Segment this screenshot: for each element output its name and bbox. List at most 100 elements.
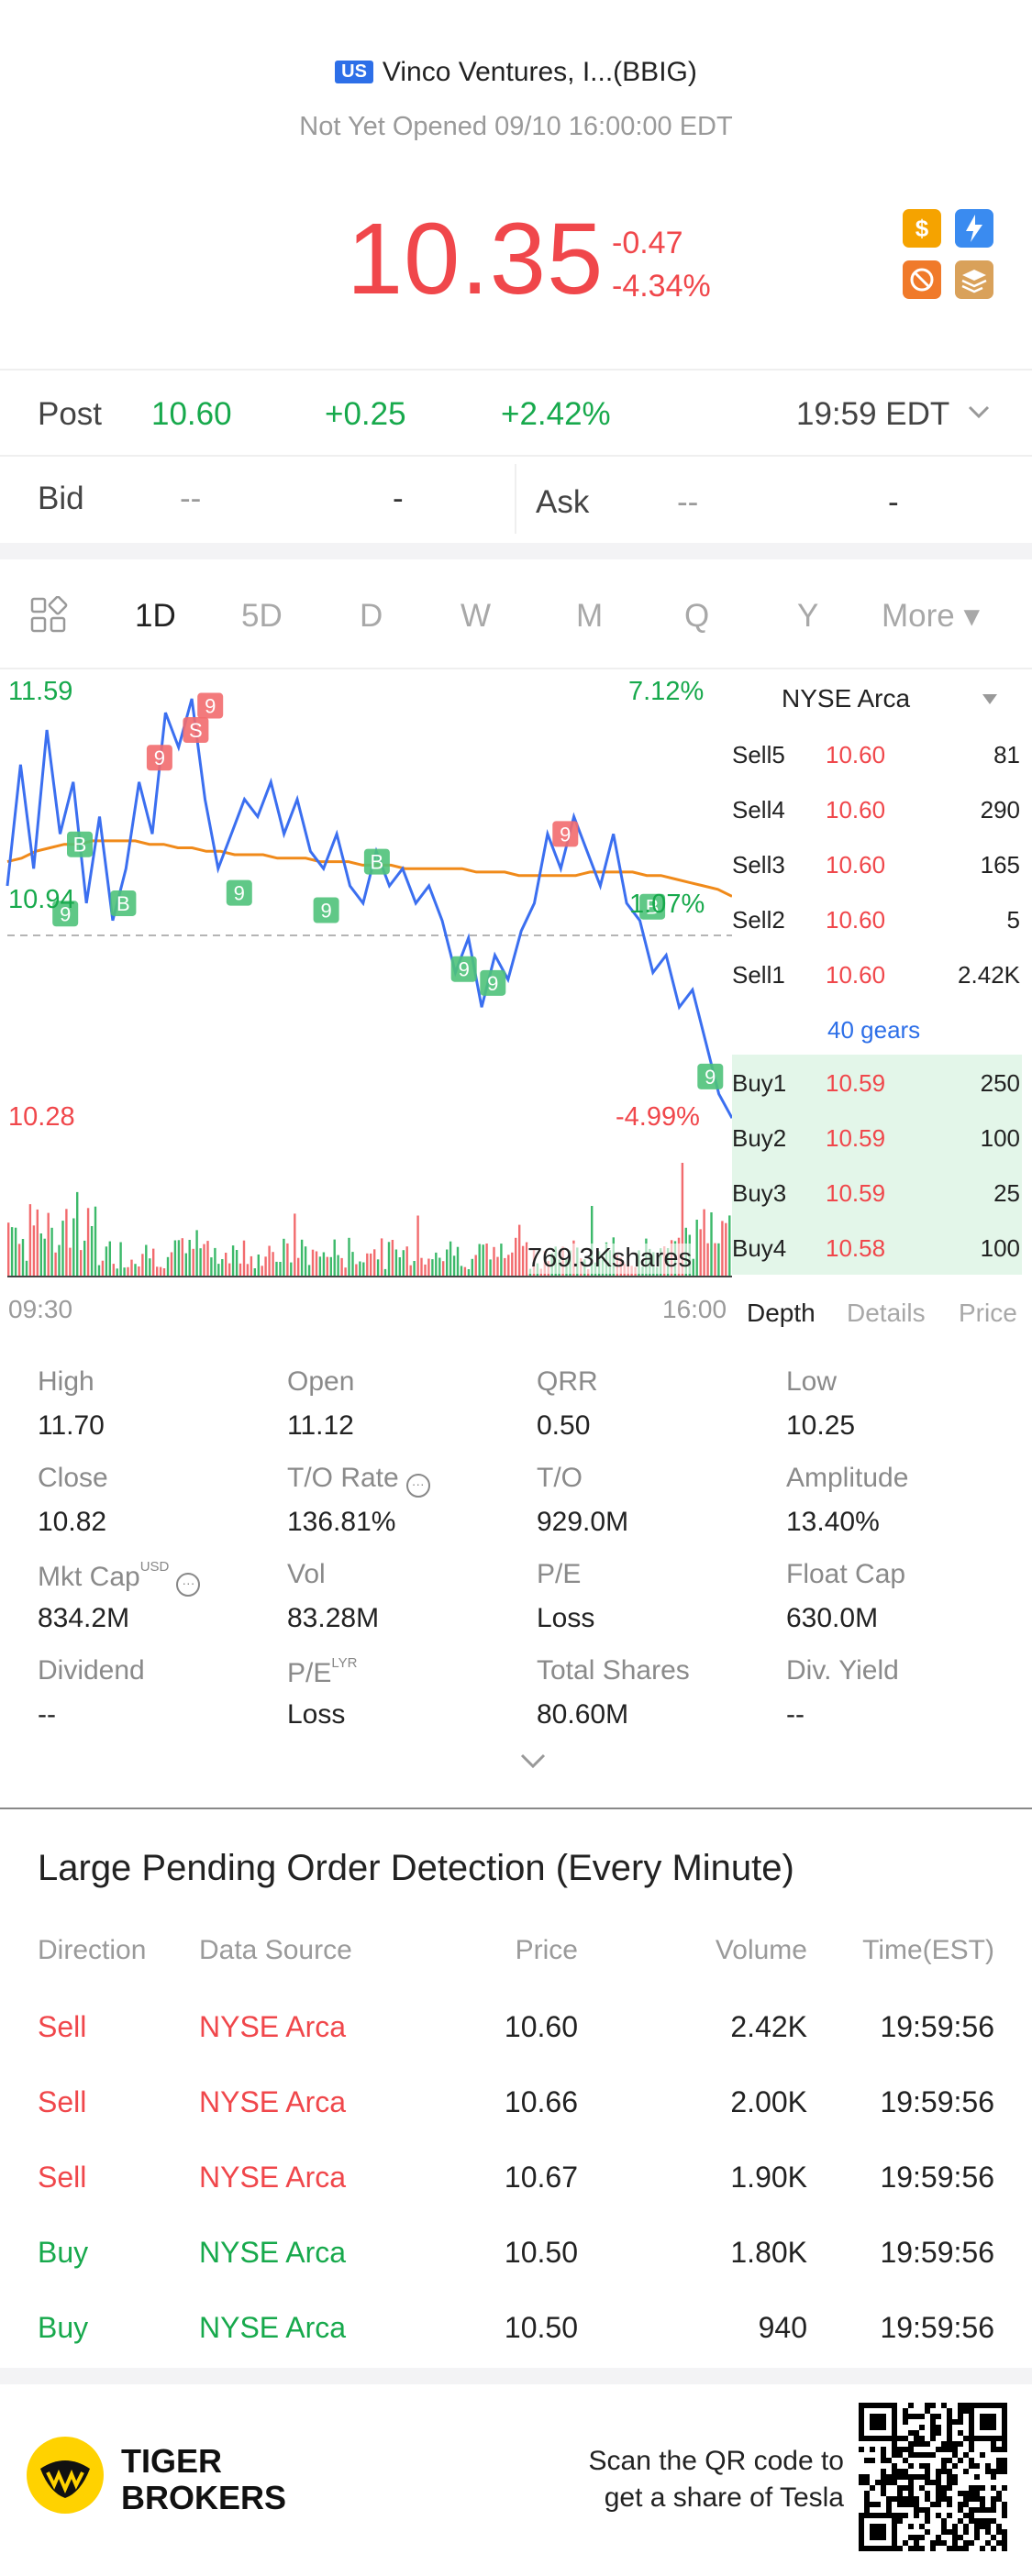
dollar-icon[interactable]: $: [903, 209, 941, 248]
stat-label: Amplitude: [786, 1463, 908, 1494]
tab-d[interactable]: D: [360, 598, 383, 634]
buy-signal-marker[interactable]: 9: [697, 1063, 724, 1089]
volume-bar: [717, 1243, 720, 1277]
chart-mid-pct: 1.07%: [629, 890, 705, 919]
stat-value: 10.25: [786, 1410, 856, 1441]
buy-signal-marker[interactable]: B: [67, 831, 93, 857]
order-book-sell-price: 10.60: [826, 906, 886, 934]
tab-y[interactable]: Y: [797, 598, 819, 634]
volume-bar: [286, 1243, 289, 1277]
volume-bar: [28, 1204, 32, 1277]
stat-value: 834.2M: [38, 1603, 130, 1633]
volume-bar: [467, 1269, 471, 1277]
svg-text:9: 9: [320, 899, 331, 922]
order-book-buy-volume: 25: [993, 1179, 1020, 1207]
tab-more[interactable]: More ▾: [882, 598, 981, 634]
volume-bar: [518, 1224, 521, 1277]
volume-bar: [90, 1226, 94, 1277]
stat-label: QRR: [537, 1366, 598, 1398]
caret-down-icon[interactable]: [982, 693, 998, 711]
order-book-sell-volume: 290: [980, 796, 1020, 824]
market-status: Not Yet Opened 09/10 16:00:00 EDT: [299, 112, 733, 141]
info-icon[interactable]: ···: [405, 1474, 430, 1498]
volume-bar: [210, 1257, 213, 1277]
volume-bar: [127, 1266, 129, 1277]
buy-signal-marker[interactable]: B: [363, 848, 390, 875]
info-icon[interactable]: ···: [176, 1573, 201, 1597]
tab-m[interactable]: M: [576, 598, 604, 634]
sell-signal-marker[interactable]: 9: [552, 821, 579, 847]
volume-bar: [307, 1265, 311, 1277]
buy-signal-marker[interactable]: 9: [450, 956, 477, 982]
volume-bar: [446, 1249, 449, 1277]
qr-code-icon[interactable]: [859, 2403, 1007, 2551]
col-data-source: Data Source: [199, 1935, 352, 1965]
sell-signal-marker[interactable]: S: [183, 717, 209, 744]
volume-bar: [170, 1252, 173, 1277]
stock-title[interactable]: US Vinco Ventures, I...(BBIG): [0, 57, 1032, 88]
chart-high-pct: 7.12%: [628, 677, 705, 706]
volume-bar: [94, 1206, 97, 1277]
svg-text:S: S: [189, 719, 203, 742]
volume-bar: [239, 1263, 242, 1277]
price-change-pct: -4.34%: [612, 269, 711, 304]
flash-1-icon[interactable]: [955, 209, 993, 248]
no-short-icon[interactable]: [903, 260, 941, 299]
order-price: 10.60: [504, 2010, 578, 2043]
buy-signal-marker[interactable]: 9: [480, 969, 506, 996]
buy-signal-marker[interactable]: 9: [52, 901, 79, 927]
stat-label: T/O Rate ···: [287, 1463, 430, 1498]
tab-w[interactable]: W: [461, 598, 492, 634]
svg-text:9: 9: [560, 823, 571, 846]
tab-depth[interactable]: Depth: [747, 1299, 816, 1327]
stat-label-text: P/E: [287, 1658, 332, 1688]
exchange-selector[interactable]: NYSE Arca: [782, 684, 911, 713]
volume-bar: [253, 1268, 256, 1277]
stat-label: T/O: [537, 1463, 583, 1494]
layout-grid-icon[interactable]: [29, 595, 68, 639]
sell-signal-marker[interactable]: 9: [197, 692, 224, 719]
volume-bar: [485, 1244, 488, 1277]
volume-bar: [83, 1240, 86, 1277]
order-source: NYSE Arca: [199, 2311, 347, 2344]
layers-a-icon[interactable]: [955, 260, 993, 299]
expand-chevron-icon[interactable]: [518, 1750, 548, 1776]
tab-q[interactable]: Q: [684, 598, 710, 634]
volume-bar: [152, 1248, 155, 1277]
svg-text:9: 9: [205, 695, 216, 718]
volume-bar: [351, 1252, 354, 1277]
stat-label-sup: USD: [139, 1559, 170, 1575]
ask-price: --: [677, 484, 699, 520]
volume-bar: [348, 1237, 350, 1277]
sell-signal-marker[interactable]: 9: [146, 745, 172, 771]
volume-bar: [162, 1268, 166, 1277]
buy-signal-marker[interactable]: B: [110, 890, 137, 916]
volume-bar: [435, 1252, 438, 1277]
volume-bar: [387, 1242, 391, 1277]
tab-price[interactable]: Price: [959, 1299, 1017, 1327]
post-time[interactable]: 19:59 EDT: [796, 396, 950, 432]
volume-bar: [86, 1208, 90, 1277]
buy-signal-marker[interactable]: B: [639, 893, 666, 920]
volume-bar: [250, 1255, 253, 1277]
order-time: 19:59:56: [880, 2010, 994, 2043]
ask-volume: -: [888, 484, 899, 520]
chevron-down-icon[interactable]: [965, 398, 993, 430]
tab-5d[interactable]: 5D: [241, 598, 283, 634]
gears-button[interactable]: 40 gears: [827, 1016, 921, 1044]
buy-signal-marker[interactable]: 9: [226, 879, 252, 906]
volume-bar: [36, 1209, 39, 1277]
volume-bar: [431, 1259, 434, 1277]
volume-bar: [478, 1244, 481, 1277]
tab-details[interactable]: Details: [847, 1299, 926, 1327]
divider: [515, 464, 516, 534]
order-book-sell-volume: 5: [1006, 906, 1020, 934]
volume-bar: [424, 1264, 427, 1277]
buy-signal-marker[interactable]: 9: [313, 897, 339, 923]
tab-1d[interactable]: 1D: [135, 598, 176, 634]
volume-bar: [242, 1240, 246, 1277]
order-price: 10.66: [504, 2085, 578, 2118]
volume-bar: [65, 1209, 68, 1277]
